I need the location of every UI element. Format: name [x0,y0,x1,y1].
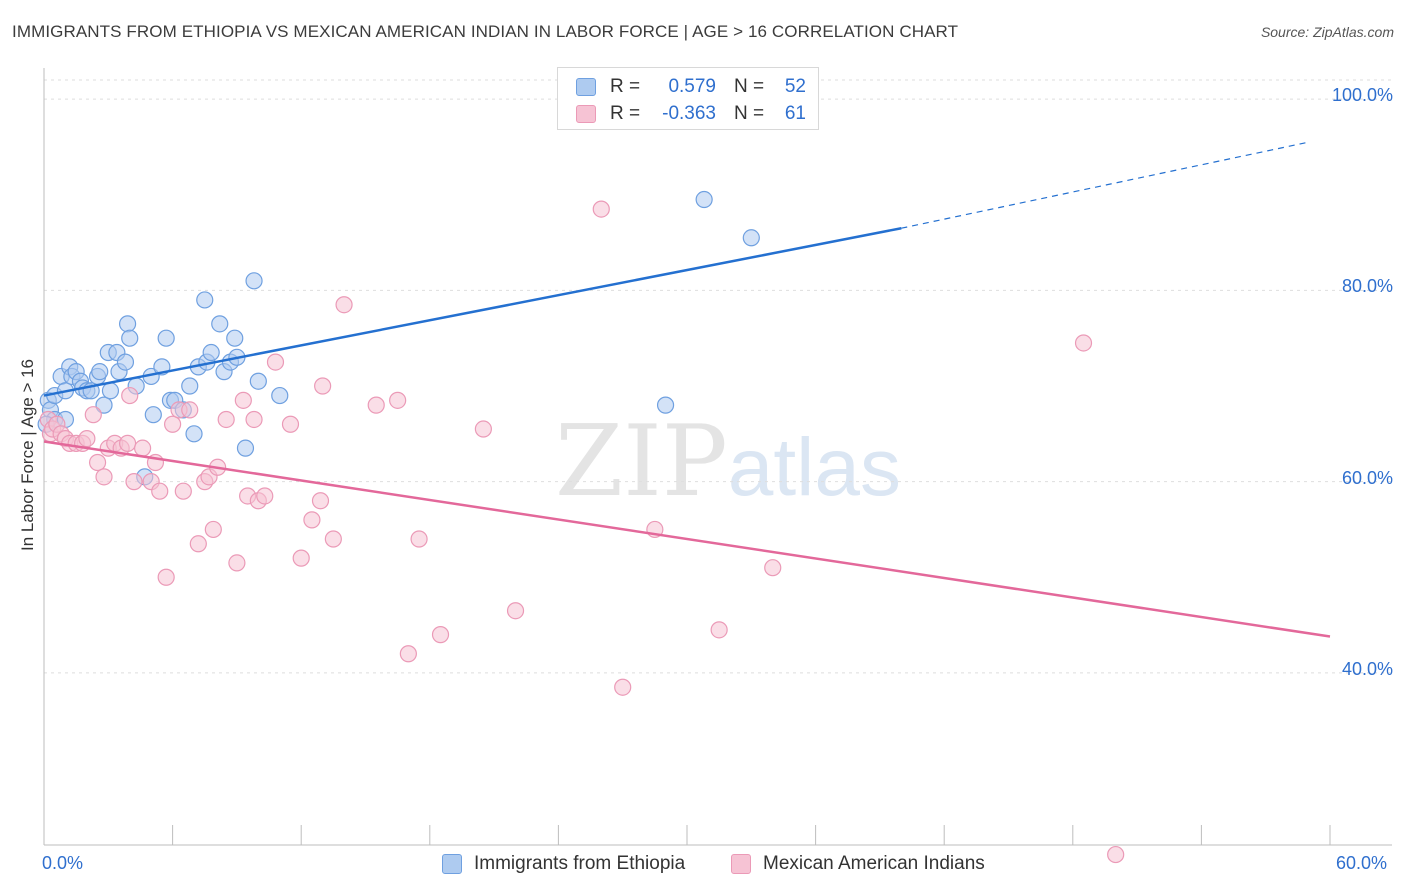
point-mexican-53 [474,420,492,438]
point-ethiopia-48 [695,190,713,209]
legend-swatch-mexican [731,854,751,874]
point-mexican-47 [335,296,353,314]
point-mexican-35 [234,391,252,409]
point-mexican-34 [228,554,246,572]
point-mexican-59 [764,559,782,577]
n-value: 61 [784,103,806,124]
series-legend: Immigrants from Ethiopia Mexican America… [0,850,1406,878]
legend-label-mexican: Mexican American Indians [763,853,985,874]
n-label: N = [734,103,765,124]
point-mexican-22 [151,482,169,500]
point-mexican-40 [266,353,285,371]
r-value: -0.363 [662,103,716,124]
point-mexican-11 [88,453,107,472]
point-ethiopia-26 [144,406,162,424]
point-mexican-58 [710,621,728,639]
point-mexican-43 [303,511,321,529]
n-value: 52 [784,76,806,97]
point-ethiopia-14 [91,363,109,381]
y-tick-label-3: 100.0% [1331,85,1393,106]
chart-source: Source: ZipAtlas.com [1260,24,1394,40]
point-mexican-55 [592,200,610,218]
x-tick-label-max: 60.0% [1336,853,1388,873]
point-mexican-18 [125,473,143,491]
point-mexican-45 [314,377,332,395]
point-ethiopia-46 [271,386,289,405]
point-mexican-31 [204,520,222,539]
x-tick-label-min: 0.0% [42,853,84,873]
point-mexican-49 [399,645,417,663]
point-ethiopia-22 [121,329,139,347]
point-ethiopia-43 [236,439,255,457]
point-ethiopia-35 [196,291,214,309]
point-ethiopia-37 [202,343,220,362]
point-ethiopia-41 [226,329,244,347]
r-value: 0.579 [668,76,716,97]
point-ethiopia-21 [118,315,137,333]
r-label: R = [610,76,641,97]
point-mexican-33 [217,410,235,429]
y-tick-label-0: 40.0% [1341,658,1393,679]
point-mexican-41 [281,415,300,433]
point-ethiopia-47 [656,396,675,414]
point-ethiopia-32 [181,377,199,395]
point-mexican-12 [95,468,113,486]
point-mexican-50 [410,530,428,548]
trendline-ethiopia [43,226,902,397]
point-mexican-28 [189,535,207,553]
point-mexican-27 [181,401,199,419]
point-mexican-extra-0 [1107,845,1125,864]
point-mexican-17 [121,386,139,405]
watermark: ZIPatlas [555,405,901,519]
point-mexican-56 [614,678,632,696]
point-mexican-16 [118,434,137,452]
legend-item-mexican: Mexican American Indians [731,850,985,878]
point-mexican-26 [174,482,192,500]
point-mexican-44 [311,492,330,510]
n-label: N = [734,76,765,97]
point-ethiopia-33 [185,425,203,443]
point-ethiopia-28 [157,329,175,347]
ethiopia-swatch [576,78,596,96]
point-ethiopia-38 [211,315,229,333]
point-mexican-60 [1074,334,1093,352]
watermark-zip: ZIP [555,405,728,519]
point-ethiopia-44 [245,272,263,290]
point-mexican-10 [84,406,102,424]
y-tick-label-2: 80.0% [1341,276,1393,297]
legend-item-ethiopia: Immigrants from Ethiopia [442,850,685,878]
chart-title: IMMIGRANTS FROM ETHIOPIA VS MEXICAN AMER… [12,22,959,41]
stats-legend: R = 0.579 N = 52 R = -0.363 N = 61 [557,67,819,130]
point-mexican-23 [157,568,175,586]
legend-swatch-ethiopia [442,854,462,874]
point-ethiopia-20 [116,353,135,371]
point-mexican-39 [256,487,274,505]
point-mexican-46 [324,530,342,548]
point-mexican-19 [133,439,152,457]
y-axis-label: In Labor Force | Age > 16 [18,358,37,552]
point-mexican-51 [431,626,450,644]
point-ethiopia-15 [95,396,113,414]
legend-label-ethiopia: Immigrants from Ethiopia [474,853,686,874]
r-label: R = [610,103,641,124]
y-tick-label-1: 60.0% [1341,467,1393,488]
watermark-atlas: atlas [727,422,901,513]
point-mexican-54 [506,602,525,620]
stats-row-ethiopia: R = 0.579 N = 52 [576,74,806,100]
point-mexican-42 [292,549,310,567]
trendline-ethiopia-extension [901,141,1309,229]
point-mexican-9 [78,429,96,448]
point-ethiopia-17 [101,382,120,400]
trendline-mexican [43,440,1331,638]
point-mexican-37 [245,410,263,429]
point-mexican-52 [389,391,407,409]
mexican-swatch [576,105,596,123]
point-ethiopia-45 [249,372,267,390]
point-mexican-24 [164,415,182,433]
point-mexican-48 [367,396,385,414]
point-ethiopia-49 [742,229,760,247]
stats-row-mexican: R = -0.363 N = 61 [576,101,806,127]
